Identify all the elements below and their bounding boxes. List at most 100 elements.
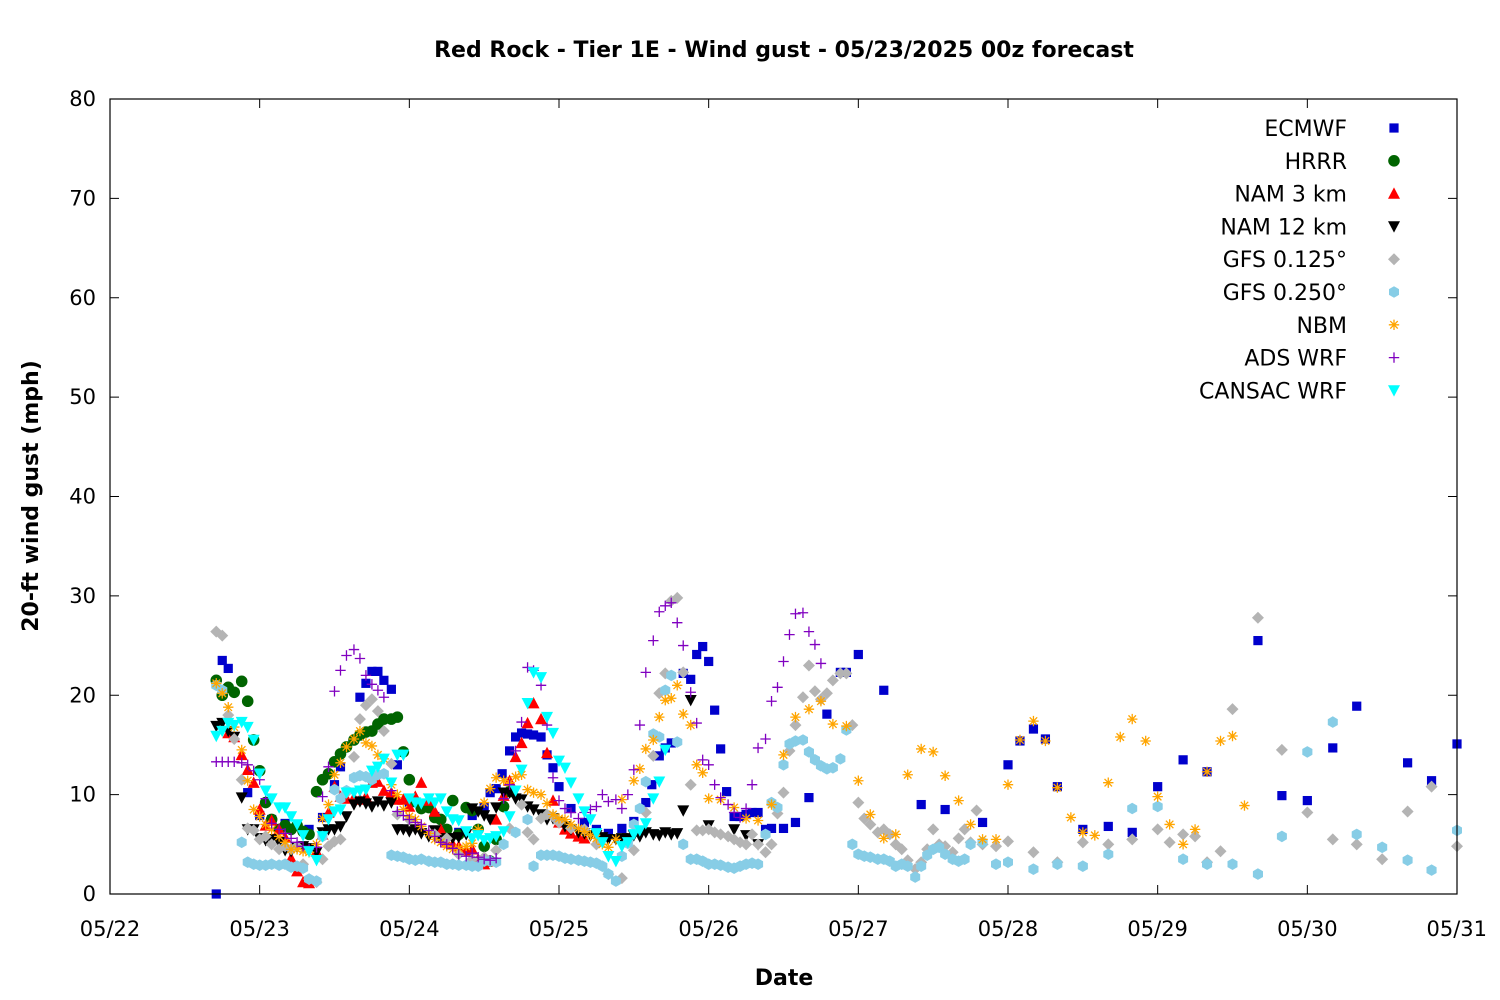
data-point [827, 762, 838, 774]
data-point [610, 834, 622, 845]
legend-label: ECMWF [1264, 117, 1347, 142]
data-point [317, 813, 328, 824]
data-point [565, 807, 577, 818]
data-point [285, 833, 297, 844]
data-point [378, 768, 389, 780]
data-point [865, 809, 876, 820]
data-point [461, 851, 472, 862]
x-tick-label: 05/28 [978, 917, 1039, 941]
legend-marker [1388, 385, 1400, 397]
x-tick-label: 05/26 [678, 917, 739, 941]
data-point [1301, 806, 1314, 819]
data-point [1214, 845, 1227, 858]
data-point [746, 828, 759, 841]
data-point [347, 750, 360, 763]
data-point [1127, 713, 1138, 725]
data-point [527, 833, 540, 846]
x-tick-label: 05/30 [1277, 917, 1338, 941]
data-point [641, 797, 651, 808]
data-point [977, 834, 988, 845]
data-point [728, 807, 740, 818]
data-point [472, 852, 484, 863]
legend-label: HRRR [1285, 150, 1347, 175]
data-point [1003, 760, 1013, 770]
data-point [241, 695, 254, 708]
data-point [484, 783, 496, 794]
legend-marker [1388, 221, 1400, 233]
data-point [728, 824, 741, 836]
data-point [752, 838, 765, 851]
data-point [1126, 833, 1139, 846]
data-point [322, 814, 335, 826]
data-point [348, 733, 360, 745]
y-tick-label: 10 [69, 783, 96, 807]
data-point [640, 775, 651, 788]
data-point [628, 764, 640, 775]
data-point [766, 696, 777, 707]
data-point [521, 826, 534, 839]
data-point [553, 813, 565, 824]
data-point [510, 771, 521, 782]
data-point [1003, 856, 1013, 868]
data-point [910, 871, 921, 883]
legend-label: CANSAC WRF [1199, 379, 1347, 404]
data-point [391, 711, 404, 723]
data-point [1425, 780, 1438, 793]
data-point [398, 804, 409, 815]
data-point [279, 828, 291, 839]
data-point [633, 825, 646, 837]
data-point [1178, 853, 1189, 865]
data-point [372, 749, 384, 761]
data-point [453, 843, 464, 854]
data-point [365, 765, 378, 777]
data-point [847, 838, 858, 851]
data-point [621, 837, 634, 849]
data-point [1153, 782, 1163, 792]
data-point [1328, 743, 1338, 753]
legend-marker [1388, 155, 1400, 167]
data-point [1251, 611, 1264, 624]
x-axis-label: Date [755, 966, 814, 991]
data-point [677, 805, 690, 817]
data-point [490, 802, 503, 814]
data-point [403, 773, 416, 786]
legend-marker [1389, 286, 1399, 298]
data-point [970, 804, 983, 817]
data-point [484, 855, 496, 866]
data-point [428, 805, 441, 817]
data-point [377, 753, 390, 766]
data-point [684, 778, 697, 791]
x-tick-label: 05/23 [229, 917, 290, 941]
data-point [879, 685, 889, 695]
data-point [672, 617, 683, 628]
data-point [223, 701, 234, 713]
data-point [685, 719, 696, 731]
data-point [291, 837, 303, 848]
data-point [536, 732, 546, 742]
data-point [311, 875, 322, 887]
data-point [1177, 828, 1190, 841]
data-point [228, 732, 241, 745]
data-point [1327, 716, 1338, 728]
data-point [672, 680, 683, 691]
data-point [1376, 853, 1389, 866]
legend-marker [1388, 319, 1400, 330]
data-point [559, 814, 571, 825]
series-ads-wrf [211, 597, 827, 866]
data-point [709, 779, 720, 790]
data-point [596, 837, 609, 849]
data-point [585, 830, 596, 841]
data-point [666, 738, 676, 748]
data-point [853, 775, 864, 786]
data-point [335, 792, 346, 805]
data-point [291, 844, 303, 855]
data-point [584, 814, 597, 826]
data-point [808, 685, 821, 698]
data-point [378, 692, 390, 703]
data-point [329, 686, 340, 697]
data-point [559, 803, 571, 814]
data-point [366, 679, 378, 690]
data-point [466, 833, 479, 845]
data-point [461, 841, 472, 852]
data-point [1275, 743, 1288, 756]
